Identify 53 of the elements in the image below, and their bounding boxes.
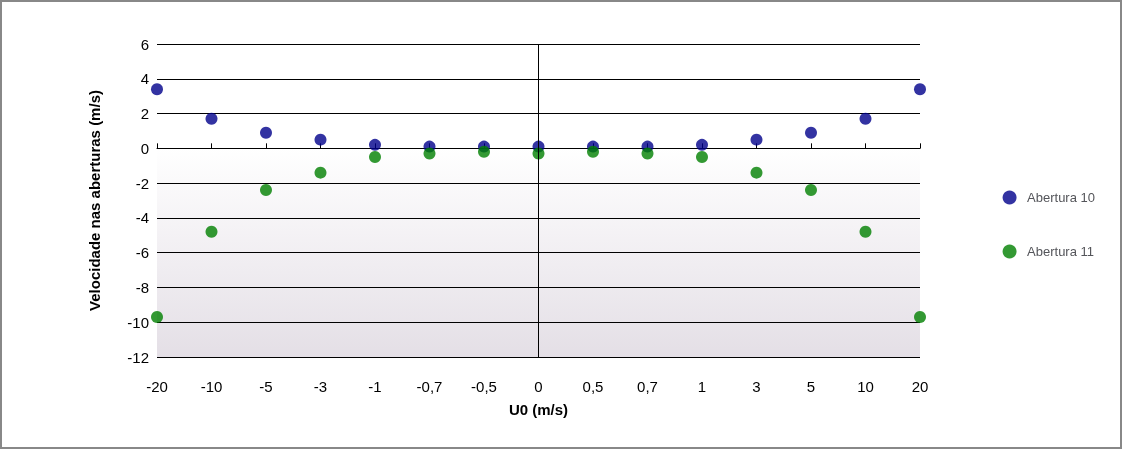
- point: [260, 126, 272, 139]
- point: [587, 145, 599, 158]
- point: [859, 225, 872, 238]
- point: [696, 151, 708, 164]
- point: [314, 166, 327, 179]
- y-tick-label: 2: [140, 105, 149, 123]
- point: [750, 133, 763, 146]
- point: [750, 166, 763, 179]
- point: [859, 112, 872, 125]
- x-tick-label: 3: [752, 378, 761, 395]
- y-tick-label: -4: [135, 209, 149, 227]
- y-tick-label: 4: [140, 70, 149, 88]
- x-tick-label: -3: [313, 378, 328, 395]
- y-tick-label: 0: [140, 139, 149, 157]
- point: [369, 151, 381, 164]
- point: [805, 126, 817, 139]
- y-axis-title: Velocidade nas aberturas (m/s): [86, 90, 103, 311]
- x-axis-title: U0 (m/s): [508, 401, 569, 418]
- point: [260, 184, 272, 197]
- point: [641, 147, 654, 160]
- x-tick-label: -20: [146, 378, 168, 395]
- x-tick-label: -5: [259, 378, 273, 395]
- legend-label: Abertura 10: [1027, 190, 1095, 205]
- x-tick-label: 1: [697, 378, 707, 395]
- point: [805, 184, 817, 197]
- y-tick-label: -6: [135, 244, 149, 262]
- point: [423, 147, 436, 160]
- y-tick-label: -2: [135, 174, 149, 192]
- x-tick-label: 20: [911, 378, 929, 395]
- x-tick-label: 0: [534, 378, 543, 395]
- y-tick-label: -8: [135, 278, 149, 296]
- point: [369, 138, 381, 151]
- point: [151, 83, 163, 96]
- x-tick-label: 0,5: [582, 378, 604, 395]
- y-tick-label: -10: [127, 313, 149, 331]
- x-tick-label: 10: [857, 378, 874, 395]
- point: [914, 311, 926, 323]
- x-tick-label: 5: [806, 378, 816, 395]
- x-tick-label: -0,7: [416, 378, 443, 395]
- point: [478, 145, 490, 158]
- x-tick-label: -0,5: [471, 378, 497, 395]
- y-tick-label: -12: [127, 348, 149, 366]
- x-tick-label: -1: [368, 378, 382, 395]
- point: [314, 133, 327, 146]
- point: [205, 112, 218, 125]
- y-tick-label: 6: [140, 35, 149, 53]
- legend-label: Abertura 11: [1027, 244, 1095, 259]
- point: [205, 225, 218, 238]
- x-tick-label: -10: [200, 378, 223, 395]
- point: [914, 83, 926, 96]
- point: [696, 138, 708, 151]
- point: [151, 311, 163, 323]
- x-tick-label: 0,7: [637, 378, 658, 395]
